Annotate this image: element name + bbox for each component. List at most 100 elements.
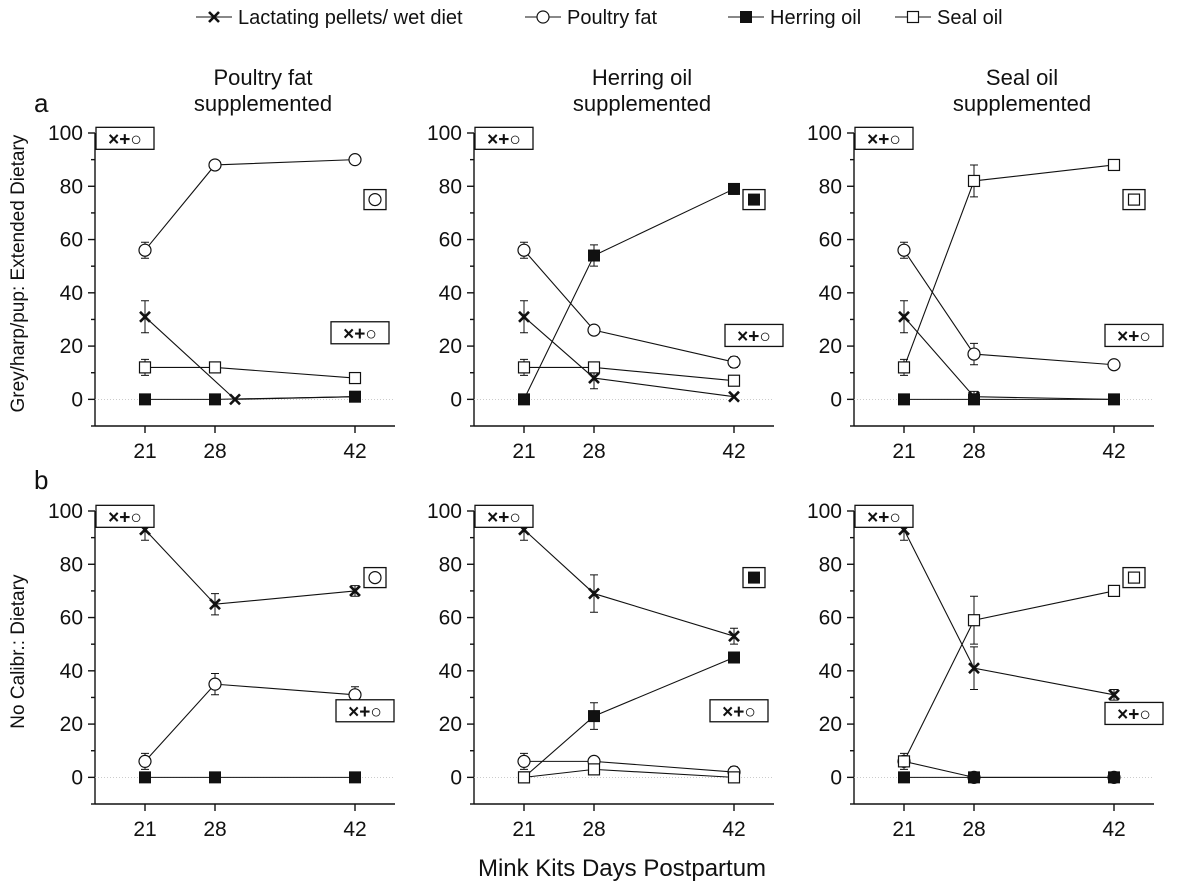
- series-line-seal: [145, 366, 356, 379]
- y-tick-label: 0: [830, 766, 842, 789]
- series-line-seal: [903, 590, 1115, 762]
- series-line-lactating: [903, 529, 1115, 696]
- data-point-seal: [138, 361, 152, 374]
- x-tick-label: 28: [962, 818, 985, 841]
- framed-marker-poultry: [368, 570, 382, 585]
- data-point-poultry: [517, 754, 531, 768]
- symbol-key-text: ×+○: [722, 702, 756, 723]
- data-point-poultry: [517, 243, 531, 257]
- legend-marker-seal: [906, 10, 920, 24]
- y-tick-label: 0: [830, 388, 842, 411]
- legend-item-poultry: Poultry fat: [525, 7, 657, 29]
- series-seal: [897, 584, 1121, 768]
- y-tick-label: 80: [60, 553, 83, 576]
- y-tick-label: 100: [427, 500, 462, 523]
- series-seal: [517, 763, 741, 784]
- row-label-b: b: [34, 465, 48, 495]
- legend-marker-lactating: [208, 11, 220, 23]
- legend-label-seal: Seal oil: [937, 7, 1003, 29]
- data-point-herring: [728, 182, 740, 195]
- legend-marker-poultry: [536, 10, 550, 24]
- symbol-key-text: ×+○: [487, 129, 521, 150]
- y-tick-label: 0: [71, 388, 83, 411]
- data-point-seal: [587, 361, 601, 374]
- data-point-herring: [968, 393, 980, 406]
- data-point-herring: [1108, 393, 1120, 406]
- series-herring: [518, 182, 740, 406]
- data-point-lactating: [1108, 688, 1120, 701]
- x-tick-label: 28: [203, 440, 226, 463]
- data-point-poultry: [897, 243, 911, 257]
- data-point-herring: [728, 651, 740, 664]
- x-tick-label: 21: [133, 440, 156, 463]
- series-line-lactating: [144, 316, 356, 400]
- series-herring: [139, 390, 361, 406]
- x-tick-label: 21: [133, 818, 156, 841]
- series-line-lactating: [903, 316, 1115, 400]
- series-line-poultry: [144, 683, 356, 762]
- data-point-seal: [517, 771, 531, 784]
- x-tick-label: 42: [343, 818, 366, 841]
- y-tick-label: 20: [60, 335, 83, 358]
- series-lactating: [518, 300, 740, 403]
- data-point-lactating: [588, 372, 600, 384]
- data-point-poultry: [348, 688, 362, 702]
- data-point-poultry: [587, 323, 601, 337]
- y-tick-label: 100: [48, 122, 83, 145]
- data-point-lactating: [209, 598, 221, 611]
- symbol-key-text: ×+○: [1117, 326, 1151, 347]
- symbol-key-box: ×+○: [854, 504, 914, 528]
- series-line-poultry: [903, 249, 1115, 366]
- data-point-herring: [518, 393, 530, 406]
- symbol-key-box: ×+○: [95, 126, 155, 150]
- data-point-poultry: [138, 754, 152, 768]
- legend-label-poultry: Poultry fat: [567, 7, 657, 29]
- data-point-poultry: [208, 158, 222, 172]
- column-title-0: Poultry fat supplemented: [194, 65, 332, 116]
- panel-b-2: 0 20 40 60 80 100 21 28 42 ×+○ ×+○: [807, 500, 1164, 841]
- data-point-poultry: [348, 153, 362, 167]
- data-point-seal: [587, 763, 601, 776]
- series-seal: [517, 358, 741, 387]
- symbol-key-text: ×+○: [108, 129, 142, 150]
- framed-marker: [363, 188, 387, 211]
- y-tick-label: 20: [60, 713, 83, 736]
- data-point-poultry: [967, 347, 981, 361]
- data-point-seal: [967, 174, 981, 188]
- series-herring: [898, 393, 1120, 406]
- panel-a-1: 0 20 40 60 80 100 21 28 42 ×+○ ×+○: [427, 122, 784, 463]
- data-point-herring: [209, 771, 221, 784]
- data-point-lactating: [728, 390, 740, 403]
- data-point-lactating: [518, 310, 530, 323]
- series-line-seal: [903, 164, 1115, 368]
- data-point-poultry: [1107, 358, 1121, 372]
- series-line-seal: [524, 366, 735, 382]
- data-point-seal: [727, 374, 741, 387]
- legend-item-lactating: Lactating pellets/ wet diet: [196, 7, 463, 29]
- y-tick-label: 80: [439, 175, 462, 198]
- symbol-key-box: ×+○: [1104, 323, 1164, 347]
- y-axis-label-1: No Calibr.: Dietary: [8, 574, 29, 729]
- symbol-key-box: ×+○: [95, 504, 155, 528]
- data-point-poultry: [138, 243, 152, 257]
- series-lactating: [139, 300, 361, 406]
- data-point-seal: [208, 361, 222, 374]
- symbol-key-box: ×+○: [474, 126, 534, 150]
- x-tick-label: 28: [582, 440, 605, 463]
- symbol-key-text: ×+○: [108, 507, 142, 528]
- framed-marker: [1122, 566, 1146, 589]
- column-title-1: Herring oil supplemented: [573, 65, 711, 116]
- data-point-lactating: [728, 630, 740, 643]
- symbol-key-text: ×+○: [867, 507, 901, 528]
- symbol-key-box: ×+○: [330, 321, 390, 345]
- y-tick-label: 60: [60, 607, 83, 630]
- y-tick-label: 100: [807, 122, 842, 145]
- symbol-key-text: ×+○: [1117, 704, 1151, 725]
- y-tick-label: 100: [48, 500, 83, 523]
- data-point-herring: [349, 390, 361, 403]
- y-tick-label: 60: [819, 607, 842, 630]
- symbol-key-text: ×+○: [348, 702, 382, 723]
- x-tick-label: 28: [962, 440, 985, 463]
- panel-a-2: 0 20 40 60 80 100 21 28 42 ×+○ ×+○: [807, 122, 1164, 463]
- series-poultry: [897, 241, 1121, 372]
